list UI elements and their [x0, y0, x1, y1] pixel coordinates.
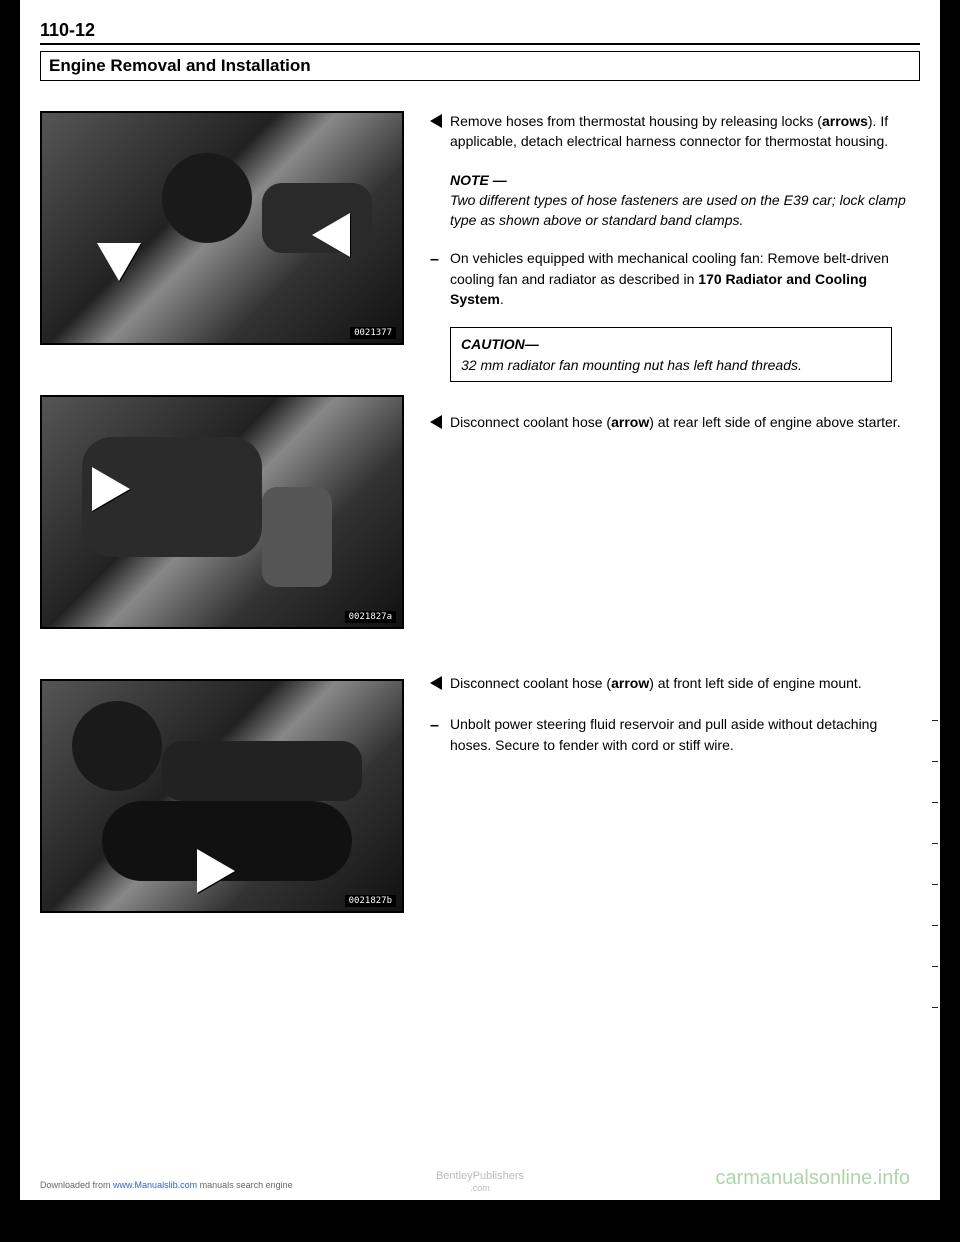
source-link[interactable]: www.Manualslib.com — [113, 1180, 197, 1190]
arrow-indicator-icon — [312, 213, 350, 257]
dash-marker-icon: – — [430, 248, 450, 309]
note-label: NOTE — — [450, 170, 920, 190]
triangle-marker-icon — [430, 412, 450, 435]
instruction-step: Remove hoses from thermostat housing by … — [430, 111, 920, 152]
instruction-step: Disconnect coolant hose (arrow) at front… — [430, 673, 920, 696]
figure-3 — [40, 679, 404, 913]
step-text: Disconnect coolant hose (arrow) at front… — [450, 673, 920, 696]
step-text: On vehicles equipped with mechanical coo… — [450, 248, 920, 309]
note-body: Two different types of hose fasteners ar… — [450, 190, 920, 231]
step-text: Disconnect coolant hose (arrow) at rear … — [450, 412, 920, 435]
footer-left: Downloaded from www.Manualslib.com manua… — [40, 1180, 293, 1190]
binder-marks — [932, 720, 938, 1008]
page-number: 110-12 — [40, 20, 920, 45]
triangle-marker-icon — [430, 673, 450, 696]
triangle-marker-icon — [430, 111, 450, 152]
instruction-step: – Unbolt power steering fluid reservoir … — [430, 714, 920, 755]
arrow-indicator-icon — [97, 243, 141, 281]
caution-label: CAUTION— — [461, 336, 539, 352]
footer-watermark: carmanualsonline.info — [715, 1167, 910, 1190]
caution-box: CAUTION— 32 mm radiator fan mounting nut… — [450, 327, 892, 382]
arrow-indicator-icon — [197, 849, 235, 893]
text-column: Remove hoses from thermostat housing by … — [430, 111, 920, 913]
section-title: Engine Removal and Installation — [40, 51, 920, 81]
instruction-step: Disconnect coolant hose (arrow) at rear … — [430, 412, 920, 435]
image-column — [40, 111, 400, 913]
footer-center: BentleyPublishers.com — [436, 1170, 524, 1194]
figure-1 — [40, 111, 404, 345]
content-area: Remove hoses from thermostat housing by … — [40, 111, 920, 913]
step-text: Remove hoses from thermostat housing by … — [450, 111, 920, 152]
step-text: Unbolt power steering fluid reservoir an… — [450, 714, 920, 755]
arrow-indicator-icon — [92, 467, 130, 511]
dash-marker-icon: – — [430, 714, 450, 755]
figure-2 — [40, 395, 404, 629]
note-block: NOTE — Two different types of hose faste… — [450, 170, 920, 231]
manual-page: 110-12 Engine Removal and Installation — [20, 0, 940, 1200]
caution-body: 32 mm radiator fan mounting nut has left… — [461, 357, 802, 373]
instruction-step: – On vehicles equipped with mechanical c… — [430, 248, 920, 309]
